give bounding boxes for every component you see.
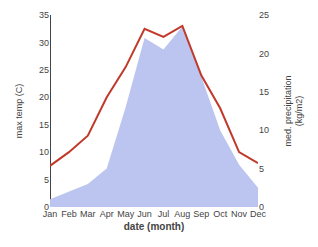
svg-text:10: 10 [39,147,49,157]
svg-text:Feb: Feb [61,209,77,219]
svg-text:25: 25 [259,10,269,20]
svg-text:35: 35 [39,10,49,20]
svg-text:15: 15 [259,87,269,97]
svg-text:date (month): date (month) [124,221,185,232]
svg-text:Nov: Nov [231,209,248,219]
svg-text:30: 30 [39,38,49,48]
svg-text:20: 20 [259,49,269,59]
svg-text:5: 5 [44,175,49,185]
svg-text:Aug: Aug [174,209,190,219]
svg-text:Jan: Jan [43,209,58,219]
svg-text:May: May [117,209,135,219]
svg-text:Jul: Jul [158,209,170,219]
svg-text:0: 0 [259,202,264,212]
svg-text:Sep: Sep [193,209,209,219]
svg-text:5: 5 [259,164,264,174]
svg-text:15: 15 [39,120,49,130]
svg-text:Apr: Apr [100,209,114,219]
svg-text:10: 10 [259,125,269,135]
svg-text:0: 0 [44,202,49,212]
svg-text:Dec: Dec [250,209,267,219]
svg-text:25: 25 [39,65,49,75]
svg-text:Jun: Jun [137,209,152,219]
svg-text:20: 20 [39,92,49,102]
svg-text:Oct: Oct [213,209,228,219]
svg-text:med. precipitation(kg/m2): med. precipitation(kg/m2) [283,75,305,146]
svg-text:max temp (C): max temp (C) [14,84,24,139]
svg-text:Mar: Mar [80,209,96,219]
